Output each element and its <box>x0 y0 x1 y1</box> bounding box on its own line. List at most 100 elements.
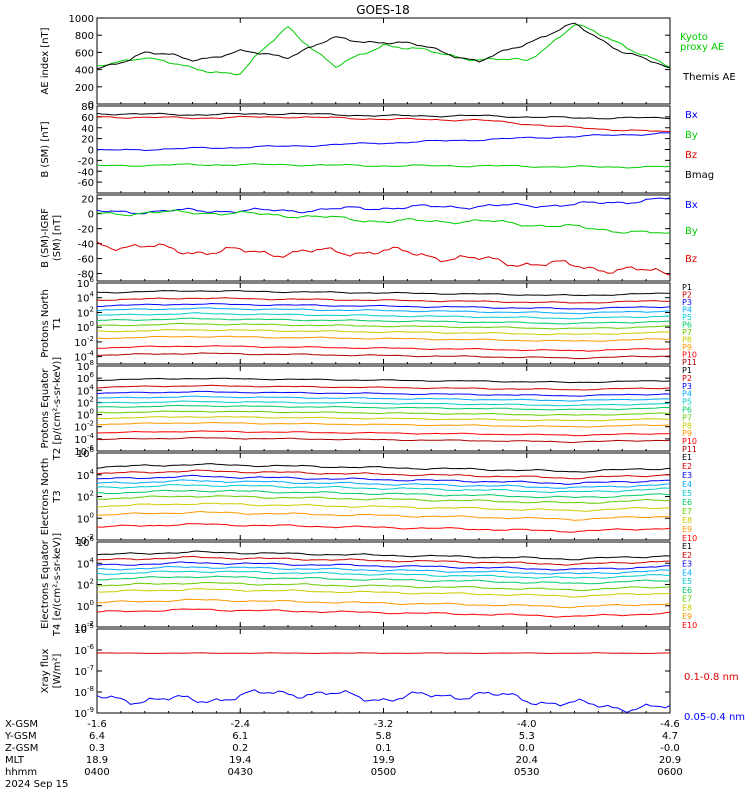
ephemeris-value: -4.6 <box>660 719 680 730</box>
ytick-label: 100 <box>77 320 94 334</box>
series-e8 <box>96 502 671 512</box>
legend-p2: P2 <box>682 374 692 383</box>
legend-bx: Bx <box>685 200 698 211</box>
ytick-label: 104 <box>77 291 95 305</box>
series-e6 <box>96 575 671 585</box>
series-e9 <box>96 510 671 521</box>
series-p1 <box>96 377 671 384</box>
legend-e8: E8 <box>682 516 692 525</box>
series-e9 <box>96 598 671 609</box>
legend-e7: E7 <box>682 507 692 516</box>
legend-by: By <box>685 226 698 237</box>
legend-e4: E4 <box>682 568 692 577</box>
ytick-label: 0 <box>88 210 94 221</box>
ytick-label: 10-9 <box>74 706 94 720</box>
legend-by: By <box>685 130 698 141</box>
legend-xray-short: 0.05-0.4 nm <box>684 712 745 723</box>
ytick-label: 10-8 <box>74 685 94 699</box>
ephemeris-value: -2.4 <box>230 719 250 730</box>
legend-p8: P8 <box>682 421 692 430</box>
series-xray-short <box>96 689 671 714</box>
ytick-label: 1000 <box>69 14 94 25</box>
panel-ylabel: T3 <box>52 490 63 503</box>
ytick-label: 10-2 <box>74 335 94 349</box>
series-bz <box>96 241 671 276</box>
series-e3 <box>96 561 671 571</box>
legend-e9: E9 <box>682 525 692 534</box>
legend-bz: Bz <box>685 150 697 161</box>
series-kyoto-ae <box>96 24 671 76</box>
series-by <box>96 209 671 234</box>
ephemeris-value: -3.2 <box>374 719 394 730</box>
legend-p1: P1 <box>682 366 692 375</box>
ytick-label: 102 <box>77 490 94 504</box>
series-p8 <box>96 416 671 422</box>
series-p11 <box>96 437 671 444</box>
legend-e3: E3 <box>682 560 692 569</box>
series-bx <box>96 197 671 215</box>
series-p5 <box>96 400 671 407</box>
legend-p8: P8 <box>682 336 692 345</box>
series-e3 <box>96 474 671 485</box>
legend-e2: E2 <box>682 462 692 471</box>
series-e7 <box>96 581 671 592</box>
ytick-label: 102 <box>77 578 94 592</box>
series-p8 <box>96 328 671 336</box>
panel-ylabel: Electrons Equator <box>40 539 51 629</box>
series-e2 <box>96 555 670 566</box>
ytick-label: -40 <box>78 240 94 251</box>
legend-e4: E4 <box>682 480 692 489</box>
series-e6 <box>96 489 671 499</box>
legend-kyoto: Kyoto <box>680 32 708 43</box>
ytick-label: -80 <box>78 270 94 281</box>
series-bx <box>96 132 671 152</box>
ytick-label: 106 <box>77 276 95 290</box>
legend-p11: P11 <box>682 445 697 454</box>
ytick-label: 20 <box>81 195 94 206</box>
ytick-label: 800 <box>75 31 94 42</box>
legend-e5: E5 <box>682 577 692 586</box>
legend-e9: E9 <box>682 612 692 621</box>
legend-themis: Themis AE <box>682 72 736 83</box>
ephemeris-label: MLT <box>5 755 25 766</box>
series-e7 <box>96 495 671 504</box>
panel-ylabel: Protons North <box>40 289 51 358</box>
legend-xray-long: 0.1-0.8 nm <box>684 672 739 683</box>
ephemeris-label: X-GSM <box>5 719 38 730</box>
ephemeris-value: 5.8 <box>376 731 392 742</box>
series-p11 <box>96 352 671 360</box>
ephemeris-value: 19.4 <box>229 755 251 766</box>
panel-ylabel: T4 [e/(cm²-s-sr-keV)] <box>52 533 63 637</box>
series-e10 <box>96 608 671 618</box>
ephemeris-value: 0.2 <box>232 743 248 754</box>
legend-p5: P5 <box>682 398 692 407</box>
ephemeris-value: -4.0 <box>517 719 537 730</box>
ephemeris-date: 2024 Sep 15 <box>5 779 68 790</box>
ytick-label: -20 <box>78 156 94 167</box>
series-p10 <box>97 345 671 352</box>
legend-e5: E5 <box>682 489 692 498</box>
legend-p7: P7 <box>682 413 692 422</box>
series-e5 <box>96 484 671 494</box>
series-p3 <box>96 390 671 397</box>
ephemeris-value: -0.0 <box>660 743 680 754</box>
legend-p3: P3 <box>682 298 692 307</box>
series-p6 <box>96 404 671 411</box>
ephemeris-value: 0.0 <box>519 743 535 754</box>
series-p2 <box>96 297 671 304</box>
ytick-label: 106 <box>77 446 95 460</box>
legend-e2: E2 <box>682 551 692 560</box>
legend-p5: P5 <box>682 313 692 322</box>
series-e5 <box>96 570 671 579</box>
legend-p4: P4 <box>682 390 692 399</box>
ytick-label: -60 <box>78 178 94 189</box>
legend-e8: E8 <box>682 603 692 612</box>
ytick-label: 0 <box>88 146 94 157</box>
legend-p9: P9 <box>682 343 692 352</box>
series-p7 <box>97 410 671 416</box>
legend-bz: Bz <box>685 254 697 265</box>
ytick-label: 200 <box>75 83 94 94</box>
series-p9 <box>96 335 670 342</box>
ytick-label: 600 <box>75 48 94 59</box>
series-themis-ae <box>96 22 671 70</box>
